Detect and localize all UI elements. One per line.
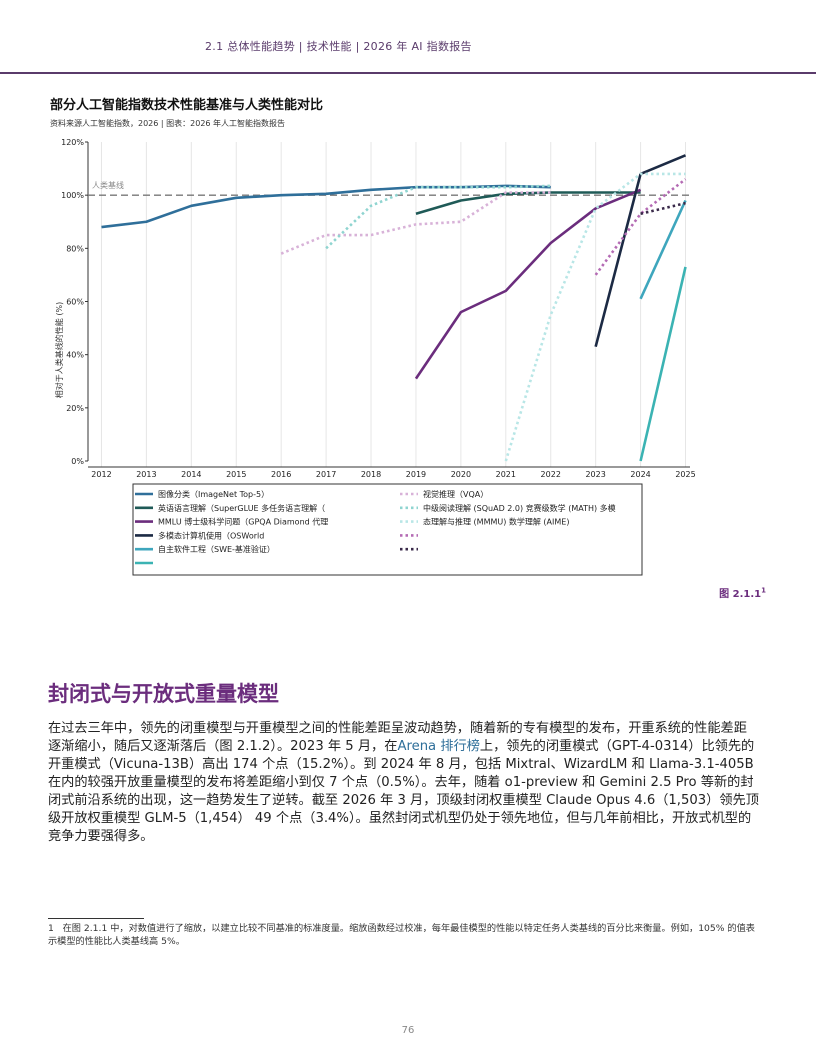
legend-label: 视觉推理（VQA） [423,489,488,499]
link[interactable]: Arena 排行榜 [397,739,480,754]
chart: 部分人工智能指数技术性能基准与人类性能对比 资料来源人工智能指数，2026 | … [50,97,696,576]
footnote-marker: 1 [48,923,54,934]
y-tick-label: 80% [66,244,84,253]
y-tick-label: 20% [66,404,84,413]
x-tick-label: 2018 [361,470,381,479]
footnote-rule [48,918,144,919]
figure-label: 图 2.1.11 [719,585,766,600]
x-tick-label: 2020 [451,470,471,479]
x-tick-label: 2015 [226,470,246,479]
x-tick-label: 2016 [271,470,291,479]
legend-label: 英语语言理解（SuperGLUE 多任务语言理解（ [158,503,325,513]
series-line [280,191,551,255]
series-line [640,201,686,216]
series-line [639,199,687,300]
legend-label: 图像分类（ImageNet Top-5） [158,489,269,499]
x-tick-label: 2014 [181,470,201,479]
chart-subtitle: 资料来源人工智能指数，2026 | 图表：2026 年人工智能指数报告 [50,118,285,128]
y-axis-label: 相对于人类基线的性能 (%) [54,302,64,398]
text: 在过去三年中，领先的闭重模型与开重模型之间的性能差距呈波动趋势，随着新的专有模型… [48,721,747,754]
legend-label: 自主软件工程（SWE-基准验证） [158,544,275,554]
figure-label-text: 图 2.1.1 [719,589,762,600]
x-tick-label: 2017 [316,470,336,479]
section-title: 封闭式与开放式重量模型 [48,682,279,706]
series-line [325,184,551,250]
x-tick-label: 2013 [136,470,156,479]
baseline-label: 人类基线 [92,180,124,190]
x-tick-label: 2019 [406,470,426,479]
page-number: 76 [401,1025,415,1036]
header: 2.1 总体性能趋势 | 技术性能 | 2026 年 AI 指数报告 [0,36,816,74]
y-tick-label: 40% [66,351,84,360]
chart-title: 部分人工智能指数技术性能基准与人类性能对比 [50,97,323,113]
legend-label: 多模态计算机使用（OSWorld [158,530,264,540]
series-line [101,184,551,229]
header-text: 2.1 总体性能趋势 | 技术性能 | 2026 年 AI 指数报告 [205,40,472,53]
legend-box [132,483,643,576]
figure-note-marker: 1 [761,586,766,595]
y-tick-label: 100% [61,191,84,200]
x-tick-label: 2012 [91,470,111,479]
x-tick-label: 2021 [496,470,516,479]
legend-label: 中级阅读理解 (SQuAD 2.0) 竞赛级数学 (MATH) 多模 [423,503,616,513]
y-tick-label: 0% [71,457,84,466]
series-line [639,266,687,462]
x-tick-label: 2023 [585,470,605,479]
y-tick-label: 60% [66,298,84,307]
legend-label: 态理解与推理 (MMMU) 数学理解 (AIME) [423,517,569,527]
footnote: 1 在图 2.1.1 中，对数值进行了缩放，以建立比较不同基准的标准度量。缩放函… [48,922,760,948]
series-line [414,188,642,380]
x-tick-label: 2022 [541,470,561,479]
x-tick-label: 2024 [630,470,650,479]
paragraph: 在过去三年中，领先的闭重模型与开重模型之间的性能差距呈波动趋势，随着新的专有模型… [48,720,760,846]
legend-label: MMLU 博士级科学问题（GPQA Diamond 代理 [158,517,328,527]
x-tick-label: 2025 [675,470,695,479]
y-tick-label: 120% [61,138,84,147]
footnote-text: 在图 2.1.1 中，对数值进行了缩放，以建立比较不同基准的标准度量。缩放函数经… [48,923,755,947]
text: 上，领先的闭重模式（GPT-4-0314）比领先的开重模式（Vicuna-13B… [48,739,759,844]
